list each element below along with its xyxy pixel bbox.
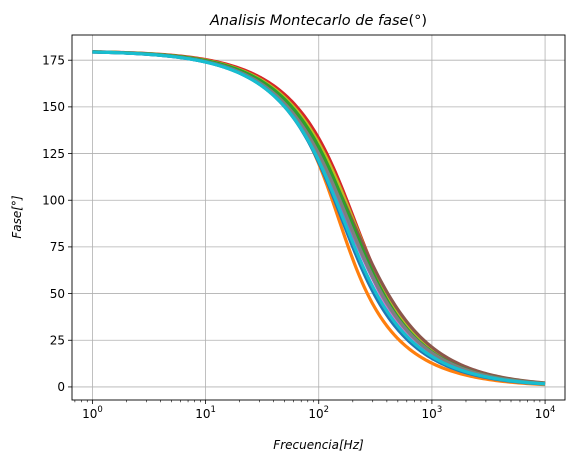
x-tick-label-base: 10 <box>535 407 550 421</box>
x-axis-label: Frecuencia[Hz] <box>273 438 364 452</box>
x-axis-label-unit: [Hz] <box>339 438 364 452</box>
series-lines <box>92 50 546 387</box>
x-tick-label-exponent: 2 <box>324 405 329 415</box>
x-tick-label-exponent: 3 <box>437 405 442 415</box>
x-tick-label-base: 10 <box>308 407 323 421</box>
x-tick-label-exponent: 4 <box>550 405 555 415</box>
chart-title-unit: (°) <box>408 13 427 29</box>
y-tick-label: 175 <box>42 54 65 68</box>
x-tick-label-exponent: 0 <box>97 405 102 415</box>
y-tick-label: 100 <box>42 194 65 208</box>
chart-title-main: Analisis Montecarlo de fase <box>209 13 409 29</box>
x-tick-label: 100 <box>82 405 103 421</box>
y-tick-label: 25 <box>50 334 65 348</box>
x-tick-label-base: 10 <box>195 407 210 421</box>
x-tick-label-exponent: 1 <box>211 405 216 415</box>
x-axis-label-main: Frecuencia <box>273 438 339 452</box>
chart-title: Analisis Montecarlo de fase(°) <box>209 13 427 29</box>
y-axis-label-unit: [°] <box>10 195 24 211</box>
y-tick-label: 75 <box>50 240 65 254</box>
x-tick-label: 102 <box>308 405 329 421</box>
y-tick-label: 0 <box>57 380 65 394</box>
x-tick-label-base: 10 <box>82 407 97 421</box>
x-tick-label: 104 <box>535 405 556 421</box>
y-tick-label: 125 <box>42 147 65 161</box>
y-axis-label: Fase[°] <box>10 195 24 239</box>
x-tick-label-base: 10 <box>422 407 437 421</box>
y-tick-label: 50 <box>50 287 65 301</box>
series-line <box>92 50 546 386</box>
x-tick-label: 101 <box>195 405 216 421</box>
x-tick-label: 103 <box>422 405 443 421</box>
y-tick-label: 150 <box>42 100 65 114</box>
y-axis-label-main: Fase <box>10 211 24 239</box>
